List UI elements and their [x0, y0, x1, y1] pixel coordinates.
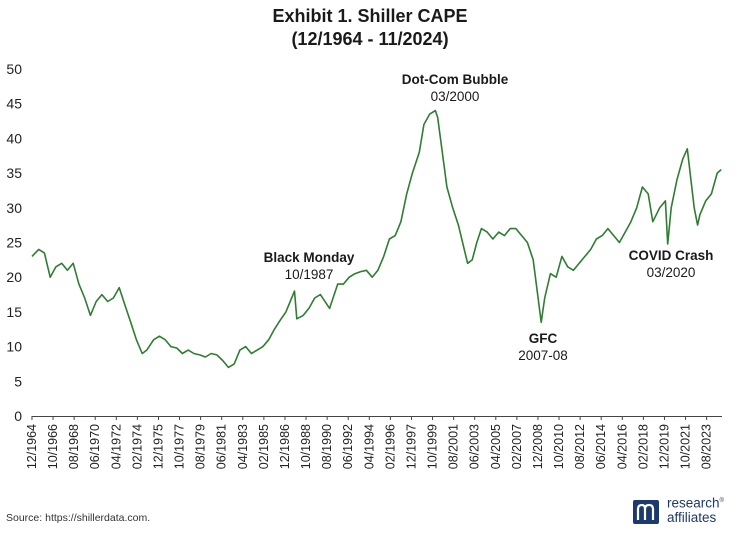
x-tick-label: 08/2023 [700, 424, 714, 469]
annotation-gfc-line-2: 2007-08 [518, 348, 568, 363]
x-tick-label: 04/1994 [362, 424, 376, 469]
research-affiliates-logo: research® affiliates [631, 492, 731, 528]
x-tick-label: 12/1986 [278, 424, 292, 469]
chart-subtitle: (12/1964 - 11/2024) [291, 29, 448, 49]
x-tick-label: 12/2008 [531, 424, 545, 469]
logo-line-1: research [667, 495, 720, 511]
x-tick-label: 06/1992 [341, 424, 355, 469]
x-tick-label: 02/2007 [510, 424, 524, 469]
x-tick-label: 06/2003 [468, 424, 482, 469]
x-tick-label: 10/1977 [173, 424, 187, 469]
x-tick-label: 12/1975 [151, 424, 165, 469]
y-tick-label: 45 [6, 96, 22, 112]
chart-title: Exhibit 1. Shiller CAPE [272, 6, 467, 26]
x-tick-label: 06/1970 [88, 424, 102, 469]
x-tick-label: 10/1966 [46, 424, 60, 469]
x-tick-label: 10/1999 [426, 424, 440, 469]
annotation-covid-line-2: 03/2020 [647, 265, 696, 280]
y-tick-label: 25 [6, 235, 22, 251]
y-tick-label: 35 [6, 165, 22, 181]
logo-line-2: affiliates [667, 509, 717, 525]
annotation-gfc-line-1: GFC [529, 331, 558, 346]
cape-line [31, 109, 722, 369]
logo-registered: ® [719, 498, 724, 504]
annotation-black-monday-line-1: Black Monday [264, 250, 355, 265]
y-tick-label: 10 [6, 339, 22, 355]
y-axis: 0 5 10 15 20 25 30 35 40 45 50 [6, 61, 22, 424]
x-tick-label: 04/2016 [615, 424, 629, 469]
x-axis: 12/1964 10/1966 08/1968 06/1970 04/1972 02/19… [25, 416, 714, 469]
x-tick-label: 08/1990 [320, 424, 334, 469]
x-tick-label: 06/1981 [215, 424, 229, 469]
annotation-black-monday-line-2: 10/1987 [285, 267, 334, 282]
annotation-dot-com-line-2: 03/2000 [431, 89, 480, 104]
x-tick-label: 08/2012 [573, 424, 587, 469]
y-tick-label: 20 [6, 269, 22, 285]
x-tick-label: 08/1968 [67, 424, 81, 469]
series-layer [31, 109, 722, 369]
x-tick-label: 02/1996 [383, 424, 397, 469]
y-tick-label: 15 [6, 304, 22, 320]
logo-text: research® affiliates [667, 494, 724, 525]
y-tick-label: 30 [6, 200, 22, 216]
y-tick-label: 0 [14, 408, 22, 424]
x-tick-label: 06/2014 [594, 424, 608, 469]
x-tick-label: 04/2005 [489, 424, 503, 469]
annotation-dot-com-line-1: Dot-Com Bubble [402, 72, 509, 87]
x-tick-label: 12/1964 [25, 424, 39, 469]
y-tick-label: 50 [6, 61, 22, 77]
y-tick-label: 5 [14, 373, 22, 389]
x-tick-label: 02/2018 [636, 424, 650, 469]
annotations: Black Monday 10/1987 Dot-Com Bubble 03/2000… [264, 72, 714, 363]
y-tick-label: 40 [6, 130, 22, 146]
x-tick-label: 10/2010 [552, 424, 566, 469]
x-tick-label: 04/1972 [109, 424, 123, 469]
x-tick-label: 04/1983 [236, 424, 250, 469]
source-note: Source: https://shillerdata.com. [6, 512, 151, 524]
x-tick-label: 02/1974 [130, 424, 144, 469]
x-tick-label: 08/1979 [194, 424, 208, 469]
x-tick-label: 10/2021 [679, 424, 693, 469]
x-tick-label: 08/2001 [447, 424, 461, 469]
x-tick-label: 10/1988 [299, 424, 313, 469]
logo-mark-icon [633, 500, 659, 524]
annotation-covid-line-1: COVID Crash [629, 248, 714, 263]
x-tick-label: 12/1997 [404, 424, 418, 469]
x-tick-label: 12/2019 [657, 424, 671, 469]
x-tick-label: 02/1985 [257, 424, 271, 469]
